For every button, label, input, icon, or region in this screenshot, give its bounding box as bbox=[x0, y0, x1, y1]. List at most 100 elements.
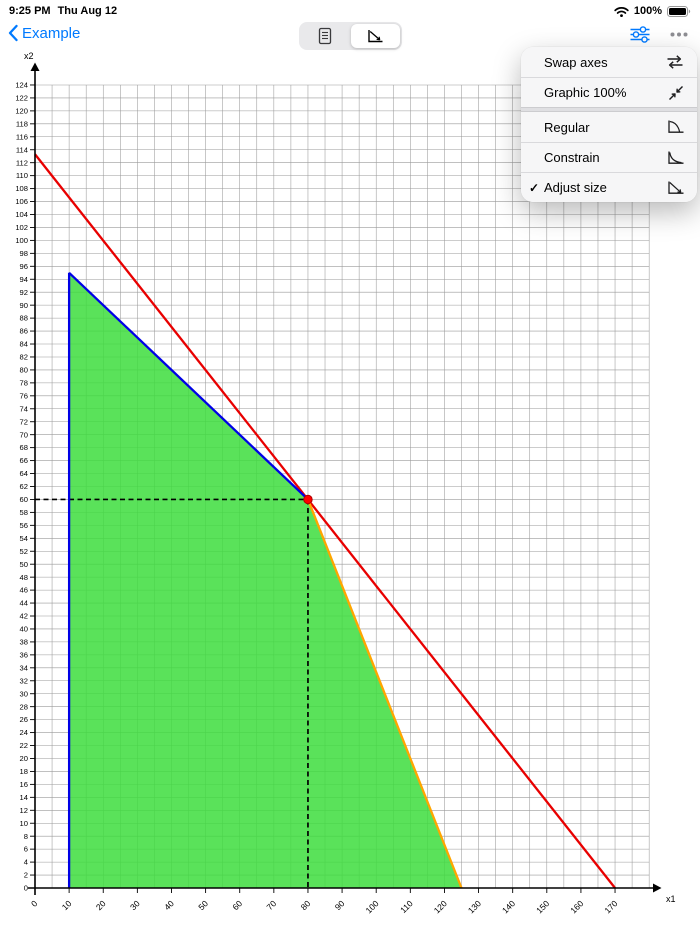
svg-text:104: 104 bbox=[15, 210, 28, 219]
svg-text:110: 110 bbox=[16, 171, 28, 180]
svg-text:48: 48 bbox=[20, 573, 28, 582]
svg-text:62: 62 bbox=[20, 482, 28, 491]
svg-text:96: 96 bbox=[20, 262, 28, 271]
constrain-scale-icon bbox=[666, 150, 685, 166]
svg-text:40: 40 bbox=[20, 625, 28, 634]
more-button[interactable] bbox=[670, 32, 688, 37]
status-date: Thu Aug 12 bbox=[57, 5, 118, 17]
lp-graph-canvas[interactable]: x2x1024681012141618202224262830323436384… bbox=[0, 50, 700, 934]
svg-text:76: 76 bbox=[20, 391, 28, 400]
menu-item-regular[interactable]: Regular bbox=[521, 112, 697, 142]
svg-text:30: 30 bbox=[20, 689, 28, 698]
svg-text:38: 38 bbox=[20, 638, 28, 647]
svg-text:70: 70 bbox=[20, 430, 28, 439]
menu-item-swap-axes[interactable]: Swap axes bbox=[521, 47, 697, 77]
svg-text:118: 118 bbox=[16, 119, 28, 128]
nav-bar: Example bbox=[0, 20, 700, 52]
svg-text:120: 120 bbox=[15, 106, 28, 115]
back-button[interactable]: Example bbox=[7, 24, 80, 42]
menu-item-label: Regular bbox=[544, 119, 590, 135]
svg-text:54: 54 bbox=[20, 534, 28, 543]
menu-group-separator bbox=[521, 107, 697, 112]
svg-text:114: 114 bbox=[16, 145, 28, 154]
svg-text:56: 56 bbox=[20, 521, 28, 530]
svg-text:40: 40 bbox=[162, 898, 176, 912]
svg-text:64: 64 bbox=[20, 469, 28, 478]
svg-text:80: 80 bbox=[299, 898, 313, 912]
svg-text:82: 82 bbox=[20, 353, 28, 362]
collapse-arrows-icon bbox=[667, 84, 685, 102]
svg-text:160: 160 bbox=[568, 898, 585, 915]
svg-text:90: 90 bbox=[20, 301, 28, 310]
svg-text:122: 122 bbox=[15, 94, 28, 103]
graph-axes-icon bbox=[366, 29, 384, 44]
svg-text:108: 108 bbox=[15, 184, 28, 193]
svg-text:124: 124 bbox=[15, 81, 28, 90]
svg-text:110: 110 bbox=[398, 898, 415, 915]
svg-text:60: 60 bbox=[230, 898, 244, 912]
svg-text:130: 130 bbox=[466, 898, 483, 915]
svg-text:2: 2 bbox=[24, 871, 28, 880]
svg-text:x2: x2 bbox=[24, 51, 34, 61]
svg-text:68: 68 bbox=[20, 443, 28, 452]
svg-text:32: 32 bbox=[20, 676, 28, 685]
svg-text:70: 70 bbox=[264, 898, 278, 912]
document-icon bbox=[318, 27, 332, 45]
svg-text:60: 60 bbox=[20, 495, 28, 504]
regular-scale-icon bbox=[666, 119, 685, 135]
svg-text:52: 52 bbox=[20, 547, 28, 556]
segment-sheet-view[interactable] bbox=[301, 24, 350, 48]
svg-text:28: 28 bbox=[20, 702, 28, 711]
svg-text:94: 94 bbox=[20, 275, 28, 284]
adjust-size-icon bbox=[666, 180, 685, 196]
svg-text:102: 102 bbox=[15, 223, 28, 232]
svg-text:140: 140 bbox=[500, 898, 517, 915]
status-bar: 9:25 PM Thu Aug 12 100% bbox=[0, 0, 700, 20]
battery-percent: 100% bbox=[633, 5, 662, 17]
svg-text:6: 6 bbox=[24, 845, 28, 854]
svg-text:22: 22 bbox=[20, 741, 28, 750]
ellipsis-icon bbox=[670, 32, 688, 37]
svg-text:100: 100 bbox=[364, 898, 381, 915]
svg-text:12: 12 bbox=[20, 806, 28, 815]
svg-text:50: 50 bbox=[20, 560, 28, 569]
svg-text:20: 20 bbox=[94, 898, 108, 912]
menu-item-label: Constrain bbox=[544, 150, 600, 165]
menu-item-adjust-size[interactable]: ✓ Adjust size bbox=[521, 172, 697, 202]
svg-text:80: 80 bbox=[20, 366, 28, 375]
sliders-icon bbox=[630, 26, 650, 43]
menu-item-graphic-100[interactable]: Graphic 100% bbox=[521, 77, 697, 107]
segment-graph-view[interactable] bbox=[350, 24, 400, 48]
svg-text:50: 50 bbox=[196, 898, 210, 912]
svg-text:100: 100 bbox=[15, 236, 28, 245]
svg-text:24: 24 bbox=[20, 728, 28, 737]
svg-text:86: 86 bbox=[20, 327, 28, 336]
display-options-button[interactable] bbox=[630, 26, 650, 43]
svg-text:x1: x1 bbox=[666, 894, 676, 904]
svg-text:8: 8 bbox=[24, 832, 28, 841]
svg-text:72: 72 bbox=[20, 417, 28, 426]
menu-item-label: Adjust size bbox=[544, 180, 607, 195]
svg-text:90: 90 bbox=[333, 898, 347, 912]
svg-text:116: 116 bbox=[16, 132, 28, 141]
svg-text:112: 112 bbox=[16, 158, 28, 167]
svg-text:78: 78 bbox=[20, 378, 28, 387]
swap-axes-icon bbox=[665, 54, 685, 70]
back-chevron-icon bbox=[7, 24, 18, 42]
svg-text:84: 84 bbox=[20, 340, 28, 349]
svg-text:4: 4 bbox=[24, 858, 28, 867]
svg-text:14: 14 bbox=[20, 793, 28, 802]
svg-text:42: 42 bbox=[20, 612, 28, 621]
svg-text:98: 98 bbox=[20, 249, 28, 258]
menu-item-constrain[interactable]: Constrain bbox=[521, 142, 697, 172]
wifi-icon bbox=[614, 6, 629, 17]
status-time: 9:25 PM bbox=[9, 5, 51, 17]
svg-text:18: 18 bbox=[20, 767, 28, 776]
svg-text:92: 92 bbox=[20, 288, 28, 297]
back-label: Example bbox=[22, 24, 81, 42]
svg-text:30: 30 bbox=[128, 898, 142, 912]
svg-text:120: 120 bbox=[432, 898, 449, 915]
svg-text:170: 170 bbox=[602, 898, 619, 915]
svg-text:36: 36 bbox=[20, 650, 28, 659]
svg-text:10: 10 bbox=[20, 819, 28, 828]
